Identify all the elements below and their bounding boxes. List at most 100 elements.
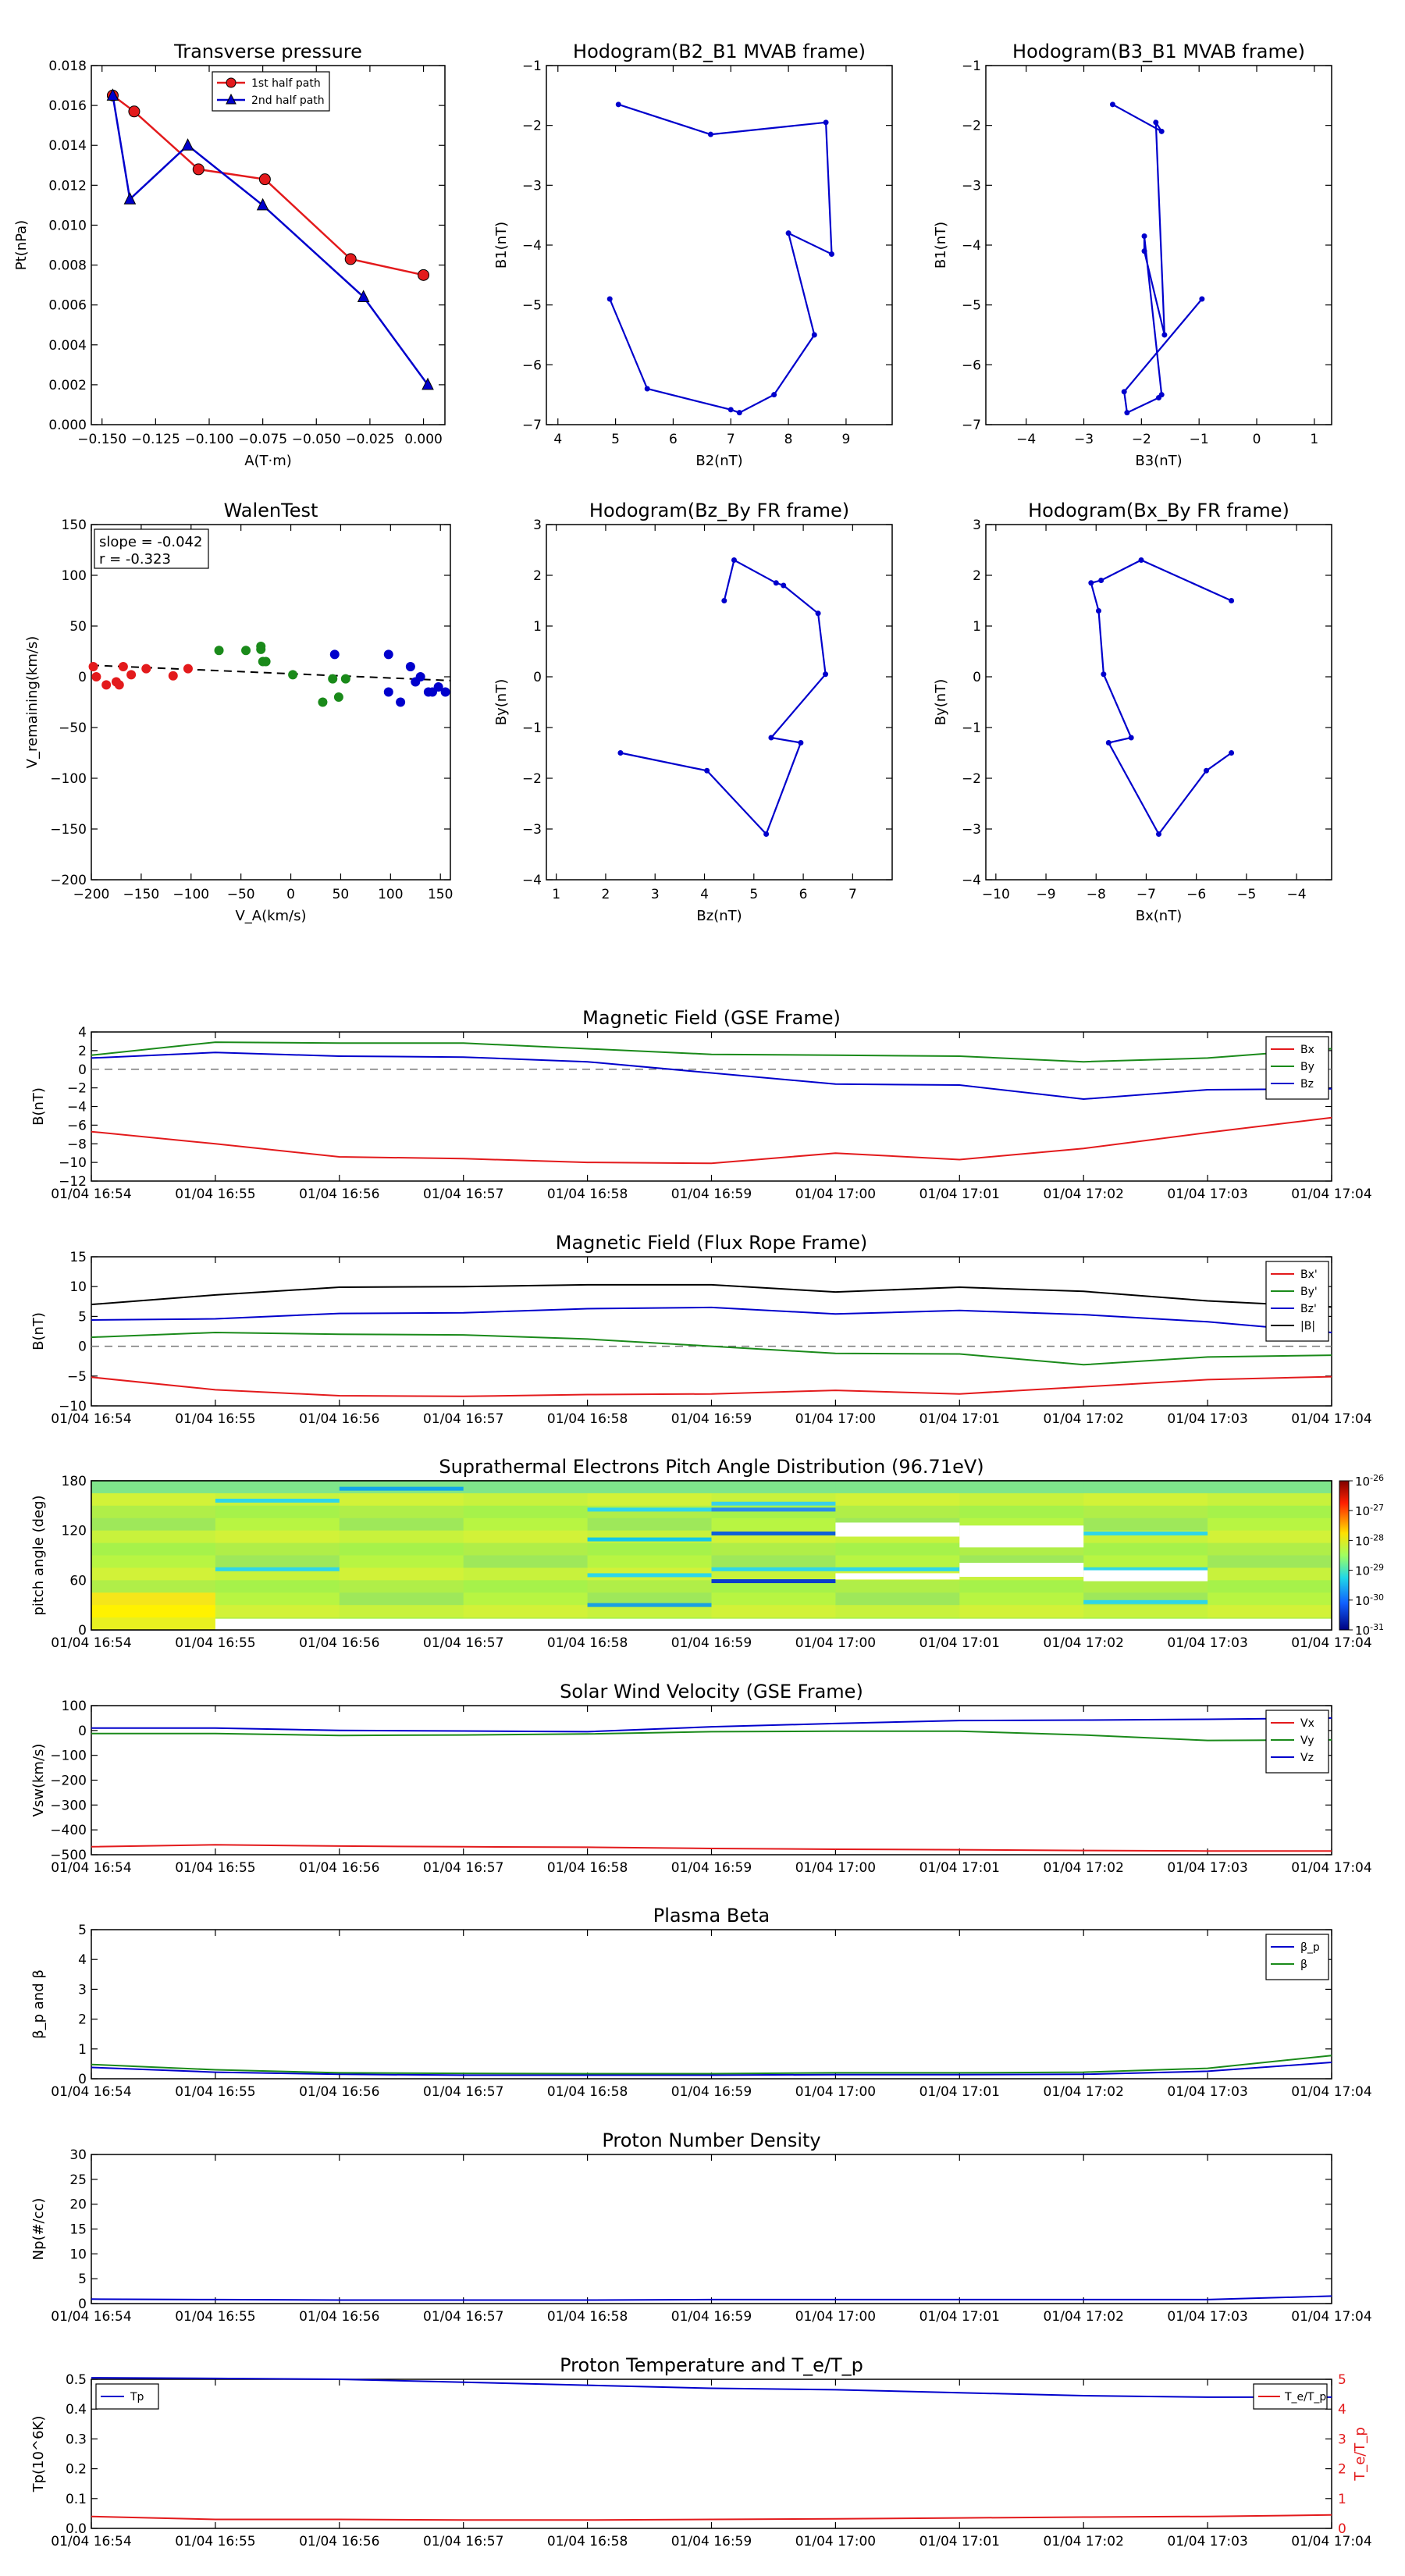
h2-xtick-label: 0: [1253, 432, 1261, 447]
bfr-legend-label: Bz': [1300, 1303, 1317, 1315]
pad-colorbar-label: 10-31: [1355, 1622, 1384, 1638]
beta-ytick-label: 0: [78, 2072, 87, 2087]
tp-ytick-label: 0.010: [48, 218, 87, 233]
h4-ytick-label: 2: [973, 568, 981, 584]
temp-legend-right: T_e/T_p: [1253, 2383, 1328, 2410]
beta-xtick-label: 01/04 16:59: [671, 2084, 752, 2100]
beta-xtick-label: 01/04 17:00: [795, 2084, 876, 2100]
np-ytick-label: 25: [69, 2172, 87, 2188]
walen-point: [118, 662, 128, 671]
beta-title: Plasma Beta: [653, 1905, 770, 1927]
pad-streak: [1083, 1599, 1208, 1604]
beta-ytick-label: 5: [78, 1923, 87, 1938]
tp-ytick-label: 0.002: [48, 378, 87, 393]
np-ytick-label: 15: [69, 2222, 87, 2238]
h1-ytick-label: −2: [522, 119, 542, 134]
pad-cell: [587, 1505, 712, 1519]
h4-ytick-label: 3: [973, 518, 981, 533]
pad-cell: [711, 1580, 836, 1593]
h1-series-line: [609, 103, 833, 414]
temp-title: Proton Temperature and T_e/T_p: [560, 2354, 863, 2376]
beta-series-p: [91, 2062, 1332, 2076]
h2-xtick-label: −3: [1074, 432, 1094, 447]
h3-point: [815, 610, 821, 617]
bfr-ytick-label: −5: [67, 1369, 87, 1385]
bfr-legend-label: By': [1300, 1286, 1318, 1298]
h2-xtick-label: −1: [1190, 432, 1209, 447]
h2-point: [1161, 332, 1168, 338]
pad-cell: [711, 1605, 836, 1618]
vsw-legend: Vx Vy Vz: [1265, 1710, 1329, 1774]
walen-xtick-label: −200: [73, 887, 110, 902]
pad-cell: [1208, 1567, 1332, 1581]
pad-cell: [1083, 1542, 1208, 1556]
pad-colorbar-label-exp: -30: [1370, 1592, 1384, 1603]
pad-cell: [339, 1493, 464, 1507]
pad-colorbar-label: 10-28: [1355, 1532, 1384, 1548]
tp-ylabel: Pt(nPa): [13, 220, 30, 270]
temp-xtick-label: 01/04 17:01: [919, 2534, 1000, 2549]
pad-cell: [463, 1592, 589, 1606]
h1-point: [615, 101, 621, 108]
h4-point: [1138, 557, 1144, 563]
tp-legend: 1st half path 2nd half path: [212, 71, 330, 112]
np-ytick-label: 5: [78, 2272, 87, 2287]
bfr-legend-label: |B|: [1300, 1320, 1315, 1332]
walen-point: [440, 687, 450, 697]
bgse-ytick-label: −2: [67, 1081, 87, 1097]
h4-ytick-label: −4: [962, 873, 981, 888]
h4-xtick-label: −8: [1087, 887, 1106, 902]
h1-ytick-label: −7: [522, 418, 542, 433]
vsw-ytick-label: −500: [50, 1848, 87, 1863]
temp-ytick-label: 3: [1338, 2432, 1346, 2447]
h2-xtick-label: −2: [1132, 432, 1151, 447]
h2-point: [1199, 296, 1205, 302]
walen-ytick-label: −200: [50, 873, 87, 888]
pad-cell: [463, 1517, 589, 1532]
vsw-xtick-label: 01/04 17:01: [919, 1860, 1000, 1876]
np-xtick-label: 01/04 16:59: [671, 2309, 752, 2325]
pad-cell: [91, 1505, 216, 1519]
walen-annotation: r = -0.323: [99, 551, 171, 568]
walen-xtick-label: 0: [286, 887, 295, 902]
pad-cell: [91, 1517, 216, 1532]
h2-xtick-label: 1: [1310, 432, 1318, 447]
pad-cell: [463, 1542, 589, 1556]
bfr-ytick-label: 15: [69, 1250, 87, 1265]
h4-point: [1101, 671, 1107, 678]
pad-streak: [215, 1498, 340, 1503]
pad-cell: [587, 1580, 712, 1593]
h2-ytick-label: −7: [962, 418, 981, 433]
temp-ylabel2: T_e/T_p: [1352, 2427, 1368, 2482]
temp-series-tp: [91, 2377, 1332, 2398]
pad-streak: [711, 1507, 836, 1512]
pad-cell: [587, 1555, 712, 1568]
h4-point: [1128, 735, 1134, 741]
np-xtick-label: 01/04 17:02: [1044, 2309, 1124, 2325]
pad-xtick-label: 01/04 17:04: [1291, 1635, 1371, 1651]
tp-panel: Transverse pressure −0.150 −0.125 −0.100 −0.…: [13, 41, 446, 469]
pad-cell: [1083, 1580, 1208, 1593]
h1-title: Hodogram(B2_B1 MVAB frame): [573, 41, 866, 62]
tp-xlabel: A(T·m): [244, 453, 292, 469]
h1-xtick-label: 4: [553, 432, 562, 447]
bgse-xtick-label: 01/04 16:59: [671, 1187, 752, 1202]
pad-colorbar-label-exp: -31: [1370, 1622, 1384, 1632]
pad-cell: [1208, 1493, 1332, 1507]
pad-cell: [835, 1493, 960, 1507]
vsw-xtick-label: 01/04 17:04: [1291, 1860, 1371, 1876]
tp-xtick-label: −0.125: [131, 432, 180, 447]
pad-cell: [959, 1505, 1084, 1519]
h2-point: [1141, 248, 1147, 254]
pad-cell: [959, 1592, 1084, 1606]
h1-ytick-label: −6: [522, 358, 542, 373]
pad-xtick-label: 01/04 16:56: [299, 1635, 379, 1651]
walen-xtick-label: −100: [173, 887, 209, 902]
walen-ytick-label: −50: [59, 720, 87, 736]
bfr-legend-label: Bx': [1300, 1268, 1318, 1281]
vsw-legend-box: [1265, 1710, 1329, 1774]
h3-panel: Hodogram(Bz_By FR frame) 1 2 3 4 5 6 7 −4 −3 −2 −1 0…: [493, 500, 893, 924]
h2-point: [1158, 128, 1165, 134]
pad-streak: [215, 1567, 340, 1571]
walen-point: [183, 664, 193, 674]
